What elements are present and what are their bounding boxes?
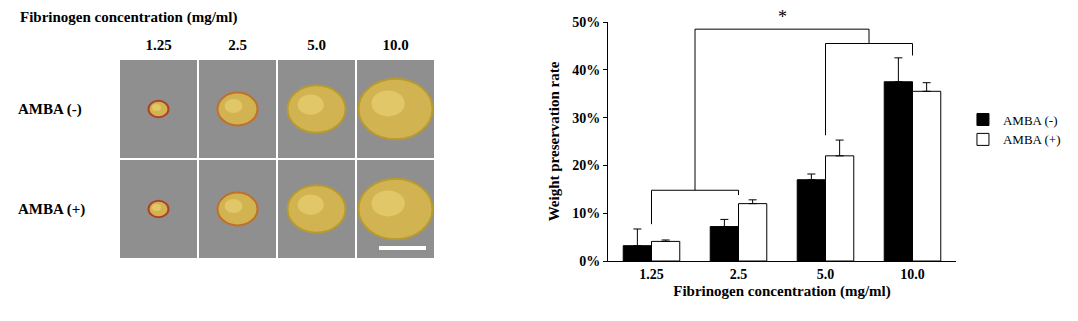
svg-text:5.0: 5.0 — [817, 267, 835, 282]
svg-text:AMBA (-): AMBA (-) — [1003, 113, 1058, 128]
svg-text:40%: 40% — [572, 63, 600, 78]
svg-text:*: * — [778, 7, 787, 27]
svg-text:Fibrinogen concentration (mg/m: Fibrinogen concentration (mg/ml) — [673, 283, 890, 300]
svg-text:20%: 20% — [572, 158, 600, 173]
svg-text:10.0: 10.0 — [900, 267, 925, 282]
svg-text:10%: 10% — [572, 206, 600, 221]
svg-text:Fibrinogen concentration (mg/m: Fibrinogen concentration (mg/ml) — [20, 9, 237, 26]
svg-text:AMBA (-): AMBA (-) — [18, 101, 82, 118]
svg-text:10.0: 10.0 — [382, 37, 408, 53]
svg-text:30%: 30% — [572, 111, 600, 126]
svg-text:5.0: 5.0 — [307, 37, 326, 53]
svg-text:0%: 0% — [579, 254, 600, 269]
svg-text:2.5: 2.5 — [730, 267, 748, 282]
svg-text:2.5: 2.5 — [228, 37, 247, 53]
svg-text:1.25: 1.25 — [639, 267, 664, 282]
svg-text:Weight preservation rate: Weight preservation rate — [546, 61, 562, 221]
svg-text:AMBA (+): AMBA (+) — [1003, 132, 1061, 147]
svg-text:50%: 50% — [572, 15, 600, 30]
svg-text:AMBA (+): AMBA (+) — [18, 201, 85, 218]
svg-text:1.25: 1.25 — [145, 37, 171, 53]
